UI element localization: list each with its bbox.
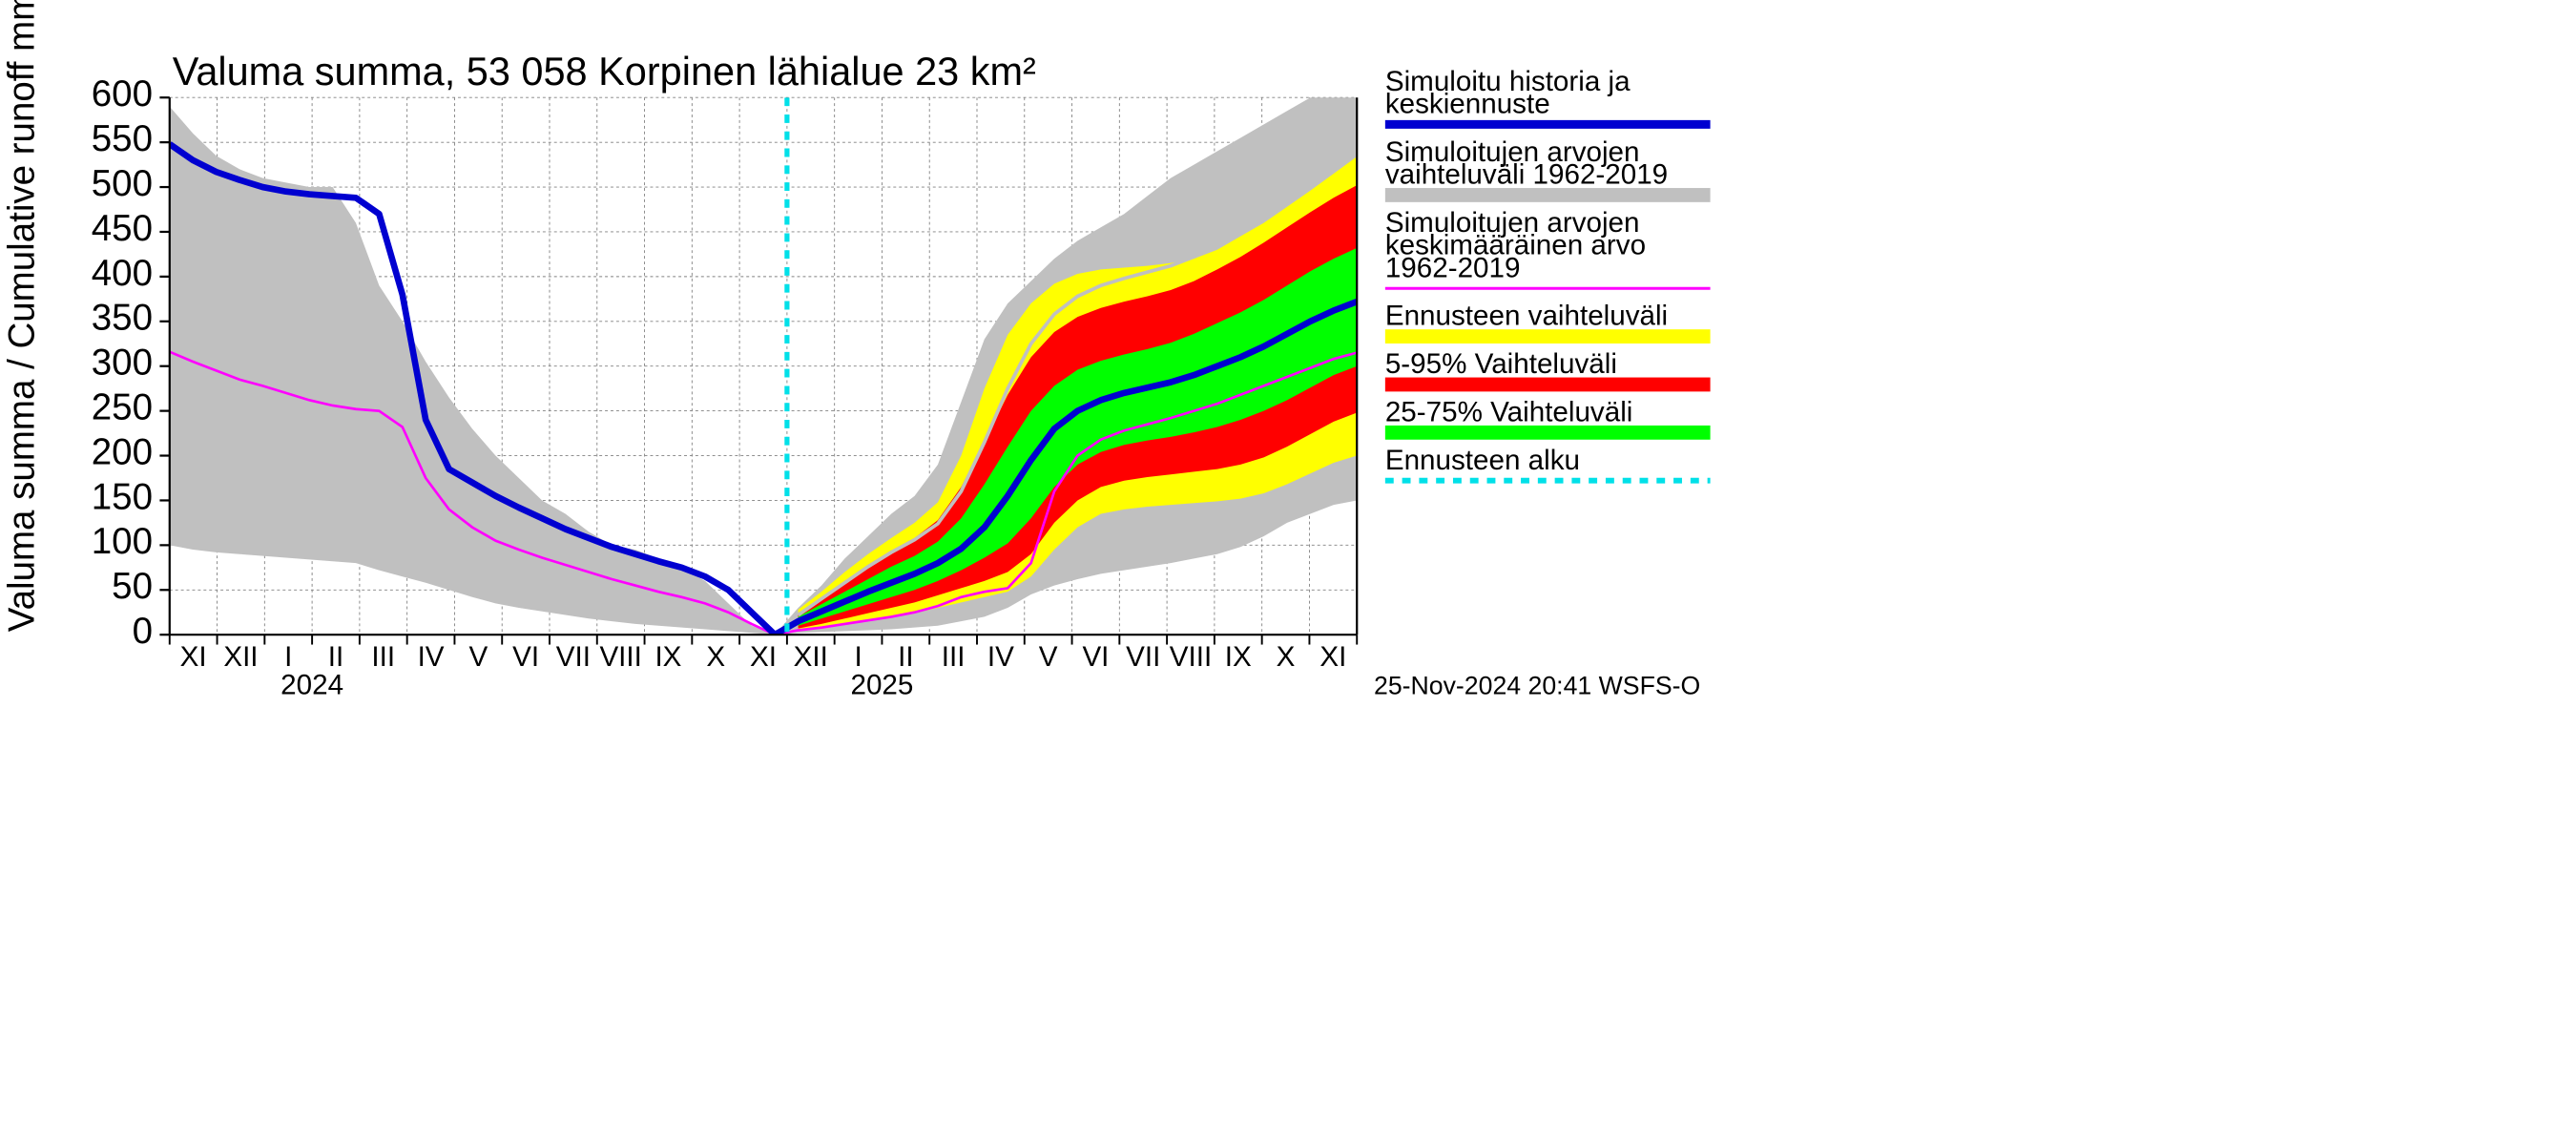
x-month-label: I bbox=[284, 641, 292, 673]
x-month-label: III bbox=[371, 641, 395, 673]
x-month-label: XI bbox=[180, 641, 207, 673]
x-month-label: XI bbox=[1319, 641, 1346, 673]
x-month-label: II bbox=[328, 641, 343, 673]
y-tick-label: 0 bbox=[133, 611, 153, 652]
y-tick-label: 600 bbox=[92, 73, 153, 114]
x-month-label: II bbox=[898, 641, 913, 673]
legend-label: 5-95% Vaihteluväli bbox=[1385, 348, 1617, 380]
y-tick-label: 300 bbox=[92, 343, 153, 384]
legend-label: 25-75% Vaihteluväli bbox=[1385, 396, 1633, 427]
y-tick-label: 550 bbox=[92, 118, 153, 159]
legend-label: 1962-2019 bbox=[1385, 252, 1521, 283]
x-month-label: VIII bbox=[599, 641, 641, 673]
chart-title: Valuma summa, 53 058 Korpinen lähialue 2… bbox=[173, 49, 1036, 94]
y-tick-label: 150 bbox=[92, 476, 153, 517]
x-month-label: VIII bbox=[1170, 641, 1212, 673]
x-month-label: V bbox=[1039, 641, 1058, 673]
x-month-label: IX bbox=[1225, 641, 1252, 673]
x-month-label: X bbox=[706, 641, 725, 673]
x-month-label: XII bbox=[223, 641, 258, 673]
chart-svg: 050100150200250300350400450500550600XIXI… bbox=[0, 0, 1717, 763]
x-month-label: IV bbox=[418, 641, 445, 673]
y-tick-label: 250 bbox=[92, 387, 153, 428]
x-month-label: VI bbox=[512, 641, 539, 673]
x-month-label: IV bbox=[987, 641, 1014, 673]
y-tick-label: 50 bbox=[112, 566, 153, 607]
chart-footer: 25-Nov-2024 20:41 WSFS-O bbox=[1374, 671, 1700, 699]
legend-label: vaihteluväli 1962-2019 bbox=[1385, 159, 1668, 191]
y-tick-label: 400 bbox=[92, 253, 153, 294]
legend-swatch bbox=[1385, 329, 1711, 344]
legend-label: Ennusteen vaihteluväli bbox=[1385, 301, 1668, 332]
legend-swatch bbox=[1385, 378, 1711, 392]
y-tick-label: 350 bbox=[92, 298, 153, 339]
x-year-label: 2024 bbox=[280, 669, 343, 700]
x-month-label: VI bbox=[1082, 641, 1109, 673]
y-tick-label: 450 bbox=[92, 208, 153, 249]
legend-label: Ennusteen alku bbox=[1385, 445, 1580, 476]
x-month-label: III bbox=[942, 641, 966, 673]
y-axis-label: Valuma summa / Cumulative runoff mm bbox=[2, 0, 43, 632]
x-month-label: IX bbox=[654, 641, 681, 673]
x-month-label: VII bbox=[1126, 641, 1160, 673]
x-month-label: XII bbox=[794, 641, 828, 673]
y-tick-label: 200 bbox=[92, 431, 153, 472]
x-month-label: VII bbox=[556, 641, 591, 673]
y-tick-label: 100 bbox=[92, 521, 153, 562]
legend-swatch bbox=[1385, 426, 1711, 440]
chart-container: 050100150200250300350400450500550600XIXI… bbox=[0, 0, 1717, 763]
legend-label: keskiennuste bbox=[1385, 89, 1550, 120]
y-tick-label: 500 bbox=[92, 163, 153, 204]
x-year-label: 2025 bbox=[851, 669, 914, 700]
x-month-label: X bbox=[1277, 641, 1296, 673]
x-month-label: V bbox=[468, 641, 488, 673]
x-month-label: I bbox=[854, 641, 862, 673]
x-month-label: XI bbox=[750, 641, 777, 673]
legend-swatch bbox=[1385, 188, 1711, 202]
